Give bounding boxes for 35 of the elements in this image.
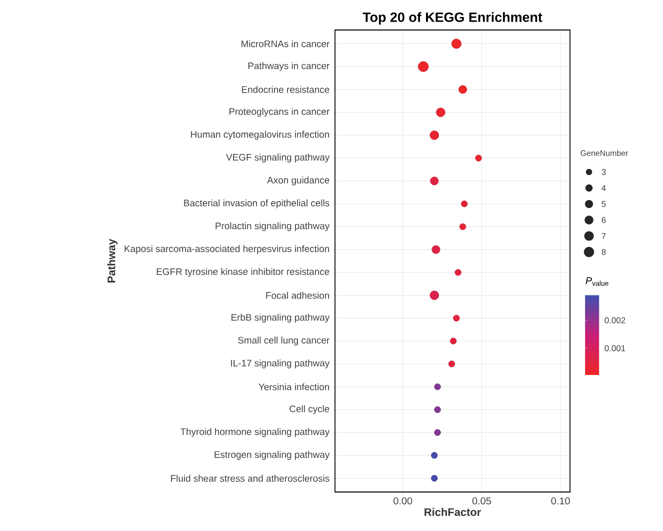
y-tick-label: VEGF signaling pathway: [226, 154, 330, 162]
color-bar-label: 0.001: [604, 345, 626, 352]
x-tick-label: 0.10: [551, 497, 570, 504]
y-tick-label: Focal adhesion: [266, 292, 330, 299]
x-tick-label: 0.05: [472, 497, 491, 504]
legend-label: 7: [602, 233, 606, 239]
legend-label: 5: [602, 201, 606, 207]
y-tick-label: Yersinia infection: [258, 383, 330, 390]
legend-label: 6: [602, 217, 606, 223]
legend-label: 4: [602, 185, 606, 191]
color-bar-label: 0.002: [604, 317, 626, 324]
legend-label: 8: [602, 249, 606, 255]
y-tick-label: ErbB signaling pathway: [232, 314, 330, 323]
y-tick-label: Pathways in cancer: [248, 62, 330, 72]
chart-title: Top 20 of KEGG Enrichment: [362, 12, 542, 25]
y-tick-label: IL-17 signaling pathway: [231, 360, 330, 368]
y-tick-label: Thyroid hormone signaling pathway: [180, 428, 330, 437]
y-tick-label: Endocrine resistance: [242, 86, 330, 93]
y-tick-label: Cell cycle: [290, 405, 330, 414]
y-tick-label: Fluid shear stress and atherosclerosis: [171, 474, 330, 482]
x-axis-title: RichFactor: [424, 508, 481, 516]
legend-label: 3: [602, 169, 606, 175]
y-tick-label: Axon guidance: [267, 176, 330, 186]
color-bar-title: P$_{value}$: [586, 277, 608, 286]
y-tick-label: Kaposi sarcoma-associated herpesvirus infection: [124, 245, 330, 254]
y-tick-label: Human cytomegalovirus infection: [191, 130, 330, 140]
y-tick-label: Prolactin signaling pathway: [216, 222, 330, 232]
y-tick-label: Bacterial invasion of epithelial cells: [184, 199, 330, 208]
y-tick-label: MicroRNAs in cancer: [242, 40, 330, 48]
y-tick-label: Small cell lung cancer: [238, 336, 330, 346]
x-tick-label: 0.00: [394, 497, 412, 504]
y-axis-title: Pathway: [107, 238, 118, 282]
y-tick-label: Proteoglycans in cancer: [229, 108, 330, 117]
y-tick-label: Estrogen signaling pathway: [214, 450, 330, 460]
y-tick-label: EGFR tyrosine kinase inhibitor resistance: [156, 268, 330, 277]
